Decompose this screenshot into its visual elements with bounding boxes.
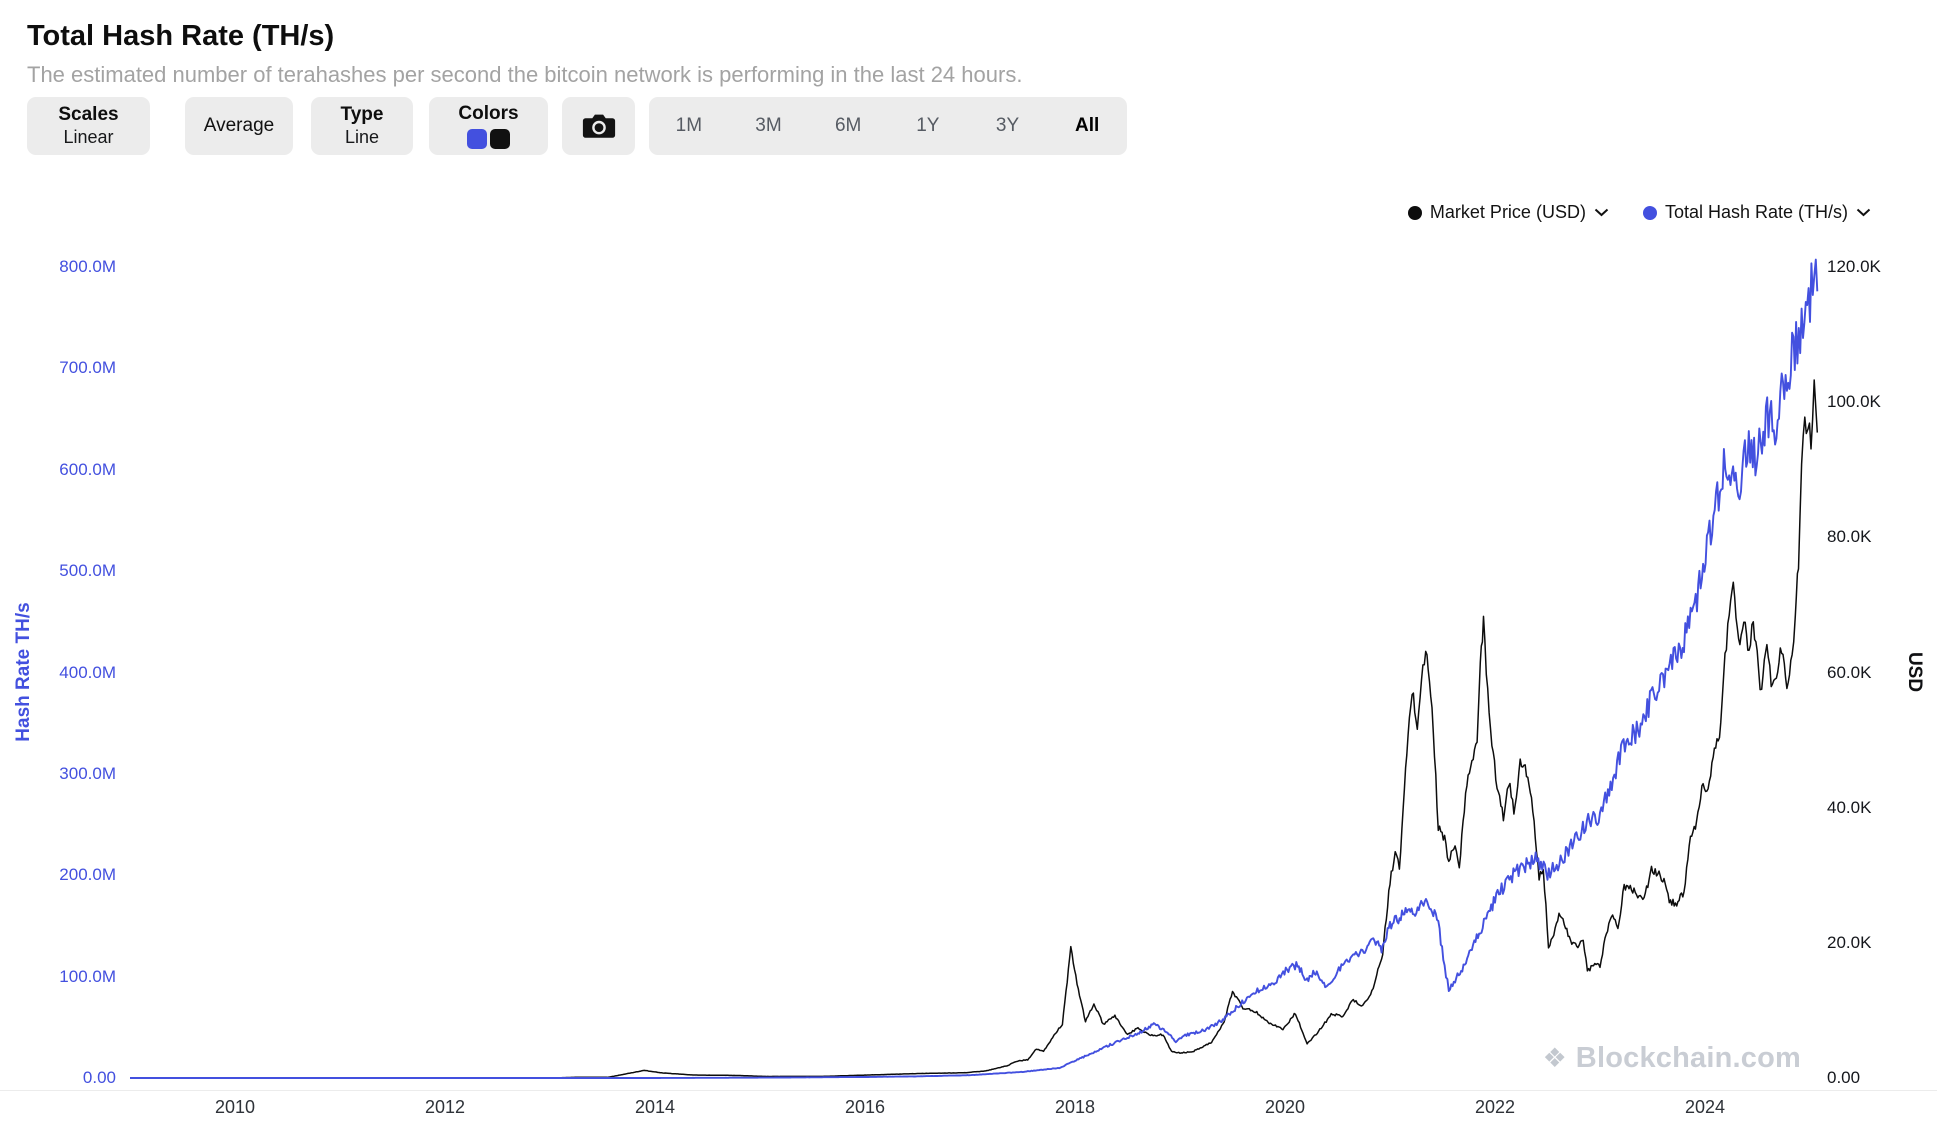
- type-value: Line: [344, 127, 380, 147]
- range-6m[interactable]: 6M: [808, 97, 888, 155]
- range-3m[interactable]: 3M: [729, 97, 809, 155]
- x-axis-tick: 2012: [424, 1097, 466, 1117]
- camera-button[interactable]: [562, 97, 635, 155]
- series-line-hash-rate: [130, 258, 1819, 1079]
- range-all[interactable]: All: [1047, 97, 1127, 155]
- y-axis-left-tick: 500.0M: [59, 561, 116, 581]
- legend-dot: [1407, 205, 1422, 220]
- chart-legend: Market Price (USD) Total Hash Rate (TH/s): [1407, 202, 1871, 223]
- x-axis-tick: 2014: [634, 1097, 676, 1117]
- x-axis-tick: 2018: [1054, 1097, 1096, 1117]
- legend-label: Total Hash Rate (TH/s): [1664, 202, 1848, 222]
- y-axis-right-title: USD: [1904, 651, 1925, 693]
- y-axis-left-title: Hash Rate TH/s: [13, 602, 34, 742]
- blockchain-diamond-icon: ❖: [1542, 1043, 1567, 1073]
- page-title: Total Hash Rate (TH/s): [27, 20, 335, 52]
- x-axis-tick: 2020: [1264, 1097, 1306, 1117]
- time-range-group: 1M 3M 6M 1Y 3Y All: [649, 97, 1127, 155]
- x-axis-tick: 2016: [844, 1097, 886, 1117]
- type-button[interactable]: Type Line: [311, 97, 413, 155]
- chevron-down-icon: [1594, 208, 1609, 217]
- y-axis-right-tick: 60.0K: [1827, 662, 1872, 682]
- color-swatch-2[interactable]: [490, 129, 510, 149]
- y-axis-left-tick: 100.0M: [59, 966, 116, 986]
- x-axis-tick: 2024: [1684, 1097, 1726, 1117]
- range-1m[interactable]: 1M: [649, 97, 729, 155]
- y-axis-right-tick: 100.0K: [1827, 392, 1881, 412]
- y-axis-left-tick: 800.0M: [59, 257, 116, 276]
- watermark: ❖ Blockchain.com: [1543, 1042, 1801, 1075]
- y-axis-left-tick: 600.0M: [59, 459, 116, 479]
- y-axis-right-tick: 120.0K: [1827, 257, 1881, 276]
- series-line-market-price: [130, 379, 1819, 1079]
- colors-button[interactable]: Colors: [429, 97, 548, 155]
- legend-dot: [1642, 205, 1657, 220]
- y-axis-right-tick: 80.0K: [1827, 527, 1872, 547]
- range-1y[interactable]: 1Y: [888, 97, 968, 155]
- color-swatch-1[interactable]: [467, 129, 487, 149]
- color-swatches: [467, 129, 510, 149]
- y-axis-right-tick: 0.00: [1827, 1068, 1861, 1087]
- legend-item-hash-rate[interactable]: Total Hash Rate (TH/s): [1642, 202, 1871, 223]
- average-button[interactable]: Average: [185, 97, 293, 155]
- y-axis-left-tick: 0.00: [82, 1068, 116, 1087]
- y-axis-right-tick: 20.0K: [1827, 932, 1872, 952]
- chevron-down-icon: [1856, 208, 1871, 217]
- scales-label: Scales: [58, 104, 119, 125]
- page-subtitle: The estimated number of terahashes per s…: [27, 62, 1023, 87]
- legend-label: Market Price (USD): [1429, 202, 1586, 222]
- legend-item-market-price[interactable]: Market Price (USD): [1407, 202, 1609, 223]
- colors-label: Colors: [458, 103, 519, 124]
- y-axis-left-tick: 400.0M: [59, 662, 116, 682]
- watermark-text: Blockchain.com: [1575, 1042, 1801, 1074]
- camera-icon: [582, 114, 615, 138]
- y-axis-right-tick: 40.0K: [1827, 797, 1872, 817]
- scales-value: Linear: [63, 127, 114, 147]
- y-axis-left-tick: 300.0M: [59, 763, 116, 783]
- x-axis-tick: 2010: [214, 1097, 256, 1117]
- type-label: Type: [340, 104, 384, 125]
- y-axis-left-tick: 200.0M: [59, 865, 116, 885]
- average-label: Average: [203, 115, 275, 136]
- x-axis-tick: 2022: [1474, 1097, 1516, 1117]
- range-3y[interactable]: 3Y: [968, 97, 1048, 155]
- x-axis-line: [0, 1090, 1937, 1091]
- scales-button[interactable]: Scales Linear: [27, 97, 150, 155]
- y-axis-left-tick: 700.0M: [59, 358, 116, 378]
